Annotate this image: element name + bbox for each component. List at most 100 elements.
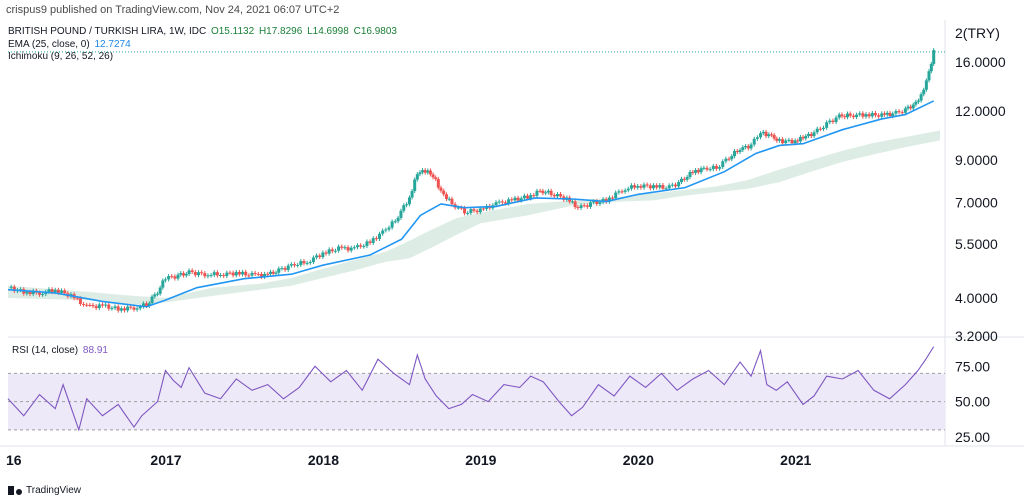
candle-body (877, 115, 881, 117)
candle-body (582, 205, 586, 207)
candle-body (843, 116, 847, 118)
candle-body (182, 273, 186, 276)
candle-body (418, 172, 422, 175)
candle-body (161, 280, 165, 288)
candle-body (494, 202, 498, 206)
candle-body (516, 197, 520, 201)
symbol-name: BRITISH POUND / TURKISH LIRA, 1W, IDC (8, 26, 207, 37)
candle-body (293, 264, 297, 266)
candle-body (327, 249, 331, 254)
candle-body (463, 207, 467, 214)
candle-body (552, 194, 556, 197)
candle-body (626, 188, 630, 191)
candle-body (614, 192, 618, 199)
candle-body (519, 198, 523, 201)
candle-body (532, 195, 536, 197)
candle-body (655, 185, 659, 188)
ohlc-low: L14.6998 (307, 26, 349, 37)
candle-body (636, 185, 640, 188)
candle-body (873, 112, 877, 116)
candle-body (831, 120, 835, 123)
candle-body (507, 199, 511, 204)
footer-brand: TradingView (8, 485, 81, 496)
candle-body (846, 113, 850, 118)
candle-body (299, 261, 303, 265)
candle-body (228, 272, 232, 274)
candle-body (592, 201, 596, 203)
candle-body (864, 114, 868, 117)
candle-body (796, 140, 800, 142)
candle-body (658, 185, 662, 188)
candle-body (41, 294, 45, 296)
candle-body (116, 306, 120, 311)
candle-body (595, 201, 599, 204)
candle-body (381, 230, 385, 234)
candle-body (147, 303, 151, 307)
candle-body (685, 177, 689, 180)
candle-body (837, 114, 841, 118)
candle-body (702, 167, 706, 169)
candle-body (88, 304, 92, 306)
candle-body (384, 229, 388, 231)
candle-body (755, 137, 759, 139)
candle-body (305, 262, 309, 264)
candle-body (677, 181, 681, 187)
candle-body (318, 255, 322, 258)
candle-body (280, 268, 284, 270)
candle-body (549, 190, 553, 195)
candle-body (648, 185, 652, 189)
candle-body (834, 117, 838, 123)
symbol-legend: BRITISH POUND / TURKISH LIRA, 1W, IDC O1… (8, 26, 397, 37)
candle-body (203, 273, 207, 277)
candle-body (25, 291, 29, 294)
time-tick-label: 2017 (150, 452, 181, 468)
candle-body (541, 190, 545, 194)
candle-body (436, 179, 440, 188)
candle-body (60, 290, 64, 293)
candle-body (187, 270, 191, 274)
candle-body (399, 210, 403, 218)
candle-body (421, 170, 425, 173)
candle-body (922, 89, 926, 95)
candle-body (426, 170, 430, 173)
candle-body (570, 201, 574, 203)
rsi-tick-label: 25.00 (955, 429, 990, 445)
candle-body (447, 198, 451, 200)
candle-body (932, 50, 936, 64)
candle-body (775, 138, 779, 141)
publisher-note: crispus9 published on TradingView.com, N… (6, 4, 340, 16)
candle-body (573, 201, 577, 208)
candle-body (289, 264, 293, 266)
candle-body (315, 255, 319, 258)
candle-body (503, 202, 507, 204)
candle-body (784, 140, 788, 144)
ohlc-open: O15.1132 (210, 26, 255, 37)
brand-name: TradingView (26, 485, 82, 496)
candle-body (617, 191, 621, 193)
candle-body (244, 271, 248, 276)
candle-body (589, 202, 592, 207)
candle-body (37, 292, 41, 295)
candle-body (215, 272, 219, 276)
candle-body (231, 272, 235, 276)
candle-body (555, 194, 559, 197)
rsi-tick-label: 75.00 (955, 358, 990, 374)
candle-body (510, 199, 514, 201)
candle-body (237, 271, 241, 275)
candle-body (682, 178, 686, 180)
candle-body (851, 115, 855, 118)
candle-body (770, 134, 774, 136)
price-tick-label: 3.2000 (955, 328, 998, 344)
candle-body (135, 308, 139, 310)
candle-body (906, 106, 910, 109)
candle-body (444, 194, 448, 200)
candle-body (767, 134, 771, 137)
candle-body (423, 170, 427, 173)
candle-body (809, 133, 813, 137)
candle-body (623, 190, 627, 192)
candle-body (269, 271, 273, 275)
candle-body (858, 113, 862, 115)
candle-body (891, 113, 895, 117)
candle-body (387, 227, 391, 230)
